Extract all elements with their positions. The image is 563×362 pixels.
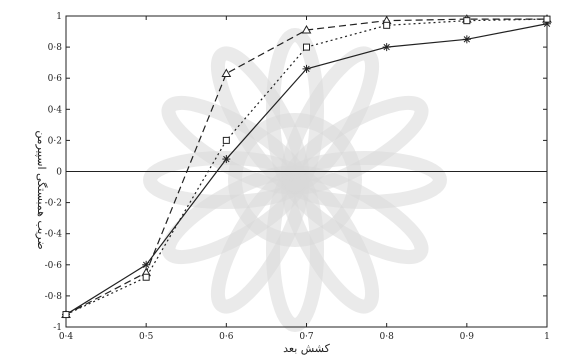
x-tick-label: 0·6 [219,332,234,342]
star-marker [462,35,471,44]
x-axis: 0·4 0·5 0·6 0·7 0·8 0·9 1 [59,16,550,342]
watermark-rosette [143,28,447,332]
y-tick-label: -0·6 [45,261,63,271]
square-marker [383,21,391,29]
star-marker [302,64,311,73]
y-tick-label: -0·2 [45,199,62,209]
y-tick-label: -0·4 [45,230,63,240]
y-tick-label: 0·2 [48,136,62,146]
triangle-marker [301,24,312,34]
y-tick-label: 1 [56,12,62,22]
x-tick-label: 0·5 [139,332,154,342]
star-marker [222,155,231,164]
square-marker [62,311,70,319]
triangle-marker [221,68,232,78]
x-tick-label: 0·4 [59,332,74,342]
star-marker [142,260,151,269]
y-tick-label: 0·4 [48,105,63,115]
y-tick-label: 0·8 [48,43,63,53]
x-tick-label: 0·7 [299,332,314,342]
y-tick-label: -0·8 [45,292,63,302]
watermark-petal [282,95,429,195]
square-marker [543,15,551,23]
star-marker [382,43,391,52]
y-axis-label: ضریب همبستگی اسپیرمن [35,130,48,249]
y-tick-label: 0 [56,168,62,178]
star-marker-stroke [383,43,390,51]
y-tick-label: -1 [53,323,62,333]
star-marker-stroke [223,155,230,163]
square-marker [463,17,471,25]
watermark-ring [228,113,362,247]
x-tick-label: 1 [544,332,550,342]
x-tick-label: 0·8 [380,332,395,342]
square-marker [142,273,150,281]
star-marker-stroke [142,261,150,268]
square-marker [222,136,230,144]
x-tick-label: 0·9 [460,332,475,342]
y-axis: 1 0·8 0·6 0·4 0·2 0 -0·2 -0·4 -0·6 -0·8 -1 [45,12,547,333]
y-tick-label: 0·6 [48,74,63,84]
star-marker-stroke [463,36,471,43]
star-marker-stroke [303,65,310,73]
series-layer [61,14,552,319]
x-axis-label: کشش بعد [283,342,330,355]
square-marker [303,43,310,51]
